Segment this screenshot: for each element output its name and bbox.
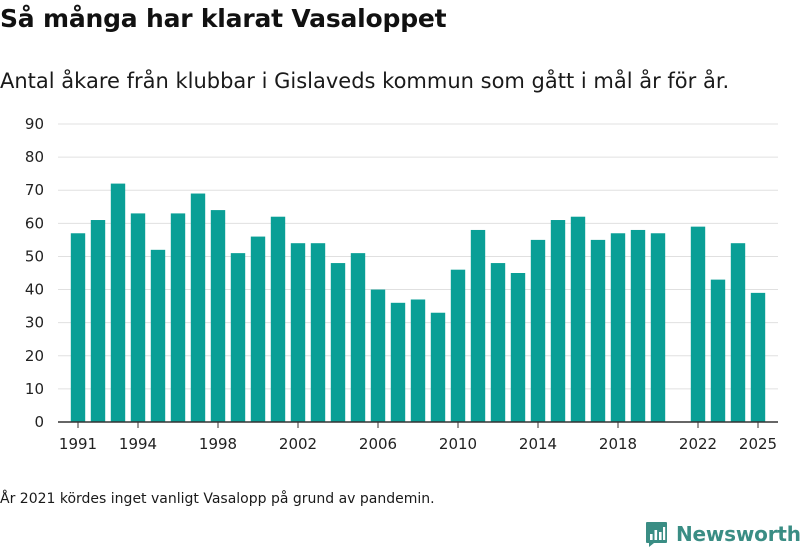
bar-2002[interactable]	[290, 243, 306, 422]
x-tick-label: 2022	[679, 435, 717, 453]
bar-2011[interactable]	[470, 229, 486, 422]
bar-2023[interactable]	[710, 279, 726, 422]
x-tick-label: 2018	[599, 435, 637, 453]
bar-2024[interactable]	[730, 243, 746, 422]
bar-2005[interactable]	[350, 253, 366, 422]
bar-2013[interactable]	[510, 273, 526, 422]
bar-1993[interactable]	[110, 183, 126, 422]
bar-1994[interactable]	[130, 213, 146, 422]
bar-2018[interactable]	[610, 233, 626, 422]
bars	[70, 183, 766, 422]
bar-2019[interactable]	[630, 229, 646, 422]
y-tick-label: 40	[25, 281, 44, 299]
bar-2022[interactable]	[690, 226, 706, 422]
x-tick-label: 2002	[279, 435, 317, 453]
bar-1996[interactable]	[170, 213, 186, 422]
bar-1998[interactable]	[210, 210, 226, 422]
bar-2015[interactable]	[550, 220, 566, 422]
bar-2016[interactable]	[570, 216, 586, 422]
bar-2008[interactable]	[410, 299, 426, 422]
x-tick-label: 1991	[59, 435, 97, 453]
bar-1991[interactable]	[70, 233, 86, 422]
bar-2004[interactable]	[330, 263, 346, 422]
bar-2010[interactable]	[450, 269, 466, 422]
y-axis-ticks: 0 10 20 30 40 50 60 70 80 90	[25, 115, 44, 431]
y-tick-label: 20	[25, 347, 44, 365]
y-tick-label: 60	[25, 214, 44, 232]
bar-1995[interactable]	[150, 249, 166, 422]
x-tick-label: 2014	[519, 435, 557, 453]
chart-subtitle: Antal åkare från klubbar i Gislaveds kom…	[0, 69, 730, 93]
y-tick-label: 80	[25, 148, 44, 166]
bar-2012[interactable]	[490, 263, 506, 422]
bar-2017[interactable]	[590, 239, 606, 422]
y-tick-label: 70	[25, 181, 44, 199]
y-tick-label: 0	[34, 413, 44, 431]
footnote: År 2021 kördes inget vanligt Vasalopp på…	[0, 491, 435, 507]
bar-1992[interactable]	[90, 220, 106, 422]
bar-2006[interactable]	[370, 289, 386, 422]
x-tick-label: 2006	[359, 435, 397, 453]
bar-2000[interactable]	[250, 236, 266, 422]
brand[interactable]: Newsworthy	[645, 519, 800, 549]
newsworthy-logo-icon	[646, 522, 667, 547]
bar-1997[interactable]	[190, 193, 206, 422]
bar-2003[interactable]	[310, 243, 326, 422]
x-tick-label: 1994	[119, 435, 157, 453]
chart-title: Så många har klarat Vasaloppet	[0, 4, 447, 33]
bar-2007[interactable]	[390, 302, 406, 422]
y-tick-label: 50	[25, 247, 44, 265]
bar-2014[interactable]	[530, 239, 546, 422]
y-tick-label: 10	[25, 380, 44, 398]
bar-1999[interactable]	[230, 253, 246, 422]
y-tick-label: 30	[25, 314, 44, 332]
bar-2001[interactable]	[270, 216, 286, 422]
x-tick-label: 2010	[439, 435, 477, 453]
brand-name: Newsworthy	[676, 522, 800, 546]
bar-2025[interactable]	[750, 292, 766, 422]
x-tick-label: 1998	[199, 435, 237, 453]
bar-2020[interactable]	[650, 233, 666, 422]
x-tick-label: 2025	[739, 435, 777, 453]
x-axis-ticks: 1991 1994 1998 2002 2006 2010 2014 2018 2022 2025	[59, 422, 777, 453]
bar-2009[interactable]	[430, 312, 446, 422]
y-tick-label: 90	[25, 115, 44, 133]
